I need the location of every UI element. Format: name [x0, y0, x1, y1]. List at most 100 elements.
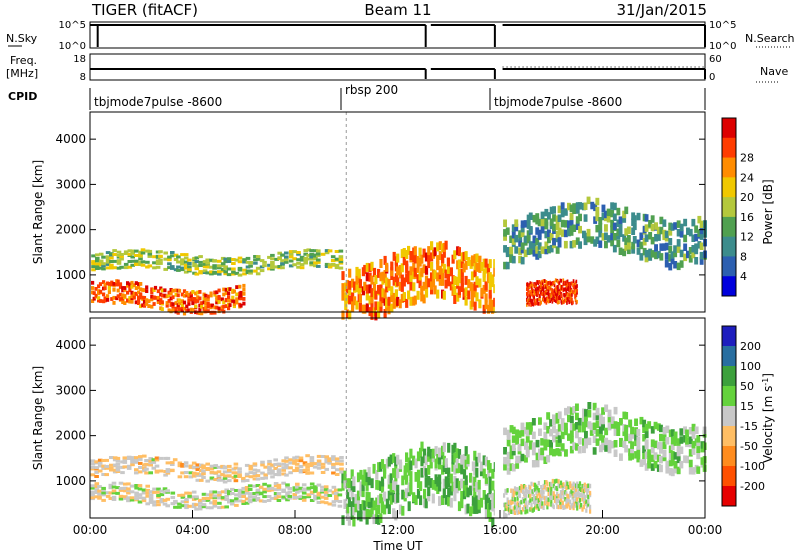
echo-cell: [659, 243, 664, 251]
echo-cell: [274, 257, 279, 261]
echo-cell: [234, 497, 239, 501]
echo-cell: [177, 298, 182, 303]
echo-cell: [624, 424, 629, 433]
echo-cell: [567, 292, 570, 297]
echo-cell: [569, 481, 572, 486]
echo-cell: [372, 500, 376, 511]
echo-cell: [134, 249, 139, 253]
echo-cell: [242, 260, 247, 264]
echo-cell: [217, 506, 222, 510]
echo-cell: [554, 299, 557, 303]
echo-cell: [194, 495, 199, 499]
echo-cell: [101, 488, 106, 492]
echo-cell: [247, 492, 253, 496]
echo-cell: [679, 260, 684, 268]
echo-cell: [381, 294, 385, 304]
echo-cell: [253, 258, 258, 262]
echo-cell: [462, 489, 467, 500]
echo-cell: [150, 297, 154, 302]
echo-cell: [107, 290, 111, 294]
echo-cell: [127, 265, 133, 269]
echo-cell: [292, 459, 297, 463]
echo-cell: [520, 422, 525, 431]
echo-cell: [301, 491, 307, 495]
echo-cell: [309, 252, 314, 256]
echo-cell: [555, 448, 560, 456]
echo-cell: [436, 242, 440, 252]
echo-cell: [610, 225, 615, 234]
echo-cell: [209, 270, 214, 274]
echo-cell: [622, 248, 627, 257]
echo-cell: [673, 222, 678, 230]
echo-cell: [309, 464, 315, 467]
echo-cell: [389, 473, 393, 484]
echo-cell: [405, 462, 409, 473]
echo-cell: [188, 471, 194, 475]
echo-cell: [306, 257, 311, 261]
echo-cell: [560, 285, 563, 289]
echo-cell: [220, 262, 226, 266]
echo-cell: [427, 452, 431, 462]
echo-cell: [255, 257, 261, 261]
echo-cell: [570, 504, 573, 509]
echo-cell: [529, 493, 532, 499]
echo-cell: [424, 265, 429, 275]
echo-cell: [309, 482, 315, 486]
echo-cell: [299, 266, 305, 270]
echo-cell: [559, 287, 562, 291]
echo-cell: [202, 271, 208, 274]
echo-cell: [526, 489, 529, 494]
echo-cell: [601, 204, 606, 213]
echo-cell: [357, 274, 361, 284]
echo-cell: [134, 456, 139, 460]
colorbar-tick-label: 4: [740, 270, 747, 283]
echo-cell: [105, 251, 111, 255]
echo-cell: [191, 290, 195, 294]
echo-cell: [429, 478, 433, 488]
colorbar-swatch: [722, 256, 736, 277]
echo-cell: [309, 499, 315, 502]
echo-cell: [515, 433, 520, 442]
echo-cell: [187, 302, 191, 306]
echo-cell: [427, 278, 431, 288]
echo-cell: [109, 468, 114, 472]
echo-cell: [546, 486, 549, 492]
echo-cell: [292, 486, 298, 490]
echo-cell: [197, 498, 203, 502]
echo-cell: [520, 224, 525, 233]
echo-cell: [316, 483, 322, 487]
echo-cell: [585, 508, 588, 513]
echo-cell: [212, 501, 218, 505]
echo-cell: [520, 438, 525, 447]
echo-cell: [656, 233, 661, 241]
echo-cell: [563, 220, 568, 228]
colorbar-tick-label: 12: [740, 231, 754, 244]
echo-cell: [552, 414, 556, 422]
echo-cell: [513, 505, 517, 510]
echo-cell: [380, 503, 385, 514]
echo-cell: [266, 487, 272, 491]
echo-cell: [525, 422, 530, 430]
echo-cell: [665, 437, 670, 445]
echo-cell: [650, 250, 655, 258]
echo-cell: [187, 262, 192, 265]
echo-cell: [112, 301, 116, 305]
echo-cell: [202, 292, 206, 297]
echo-cell: [662, 229, 667, 238]
colorbar-swatch: [722, 366, 736, 387]
echo-cell: [589, 428, 594, 436]
echo-cell: [180, 303, 184, 307]
echo-cell: [127, 253, 133, 256]
echo-cell: [552, 296, 554, 301]
echo-cell: [577, 417, 582, 426]
echo-cell: [252, 484, 257, 488]
echo-cell: [595, 412, 600, 421]
echo-cell: [377, 480, 381, 491]
echo-cell: [116, 261, 122, 265]
echo-cell: [156, 500, 161, 503]
echo-cell: [126, 281, 130, 285]
nave-label: Nave: [760, 65, 788, 78]
echo-cell: [441, 464, 445, 475]
echo-cell: [346, 478, 350, 489]
echo-cell: [418, 247, 422, 257]
